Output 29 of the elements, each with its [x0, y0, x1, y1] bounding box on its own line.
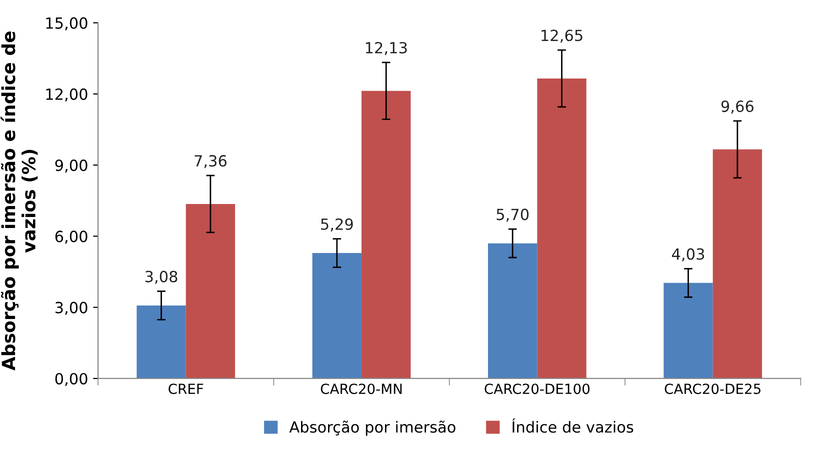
y-axis-title: Absorção por imersão e índice de vazios (%) [0, 32, 38, 371]
x-tick-label: CREF [168, 384, 204, 394]
data-label: 5,29 [321, 218, 353, 232]
y-tick-label: 9,00 [55, 160, 88, 173]
y-tick-label: 0,00 [55, 372, 88, 386]
data-label: 3,08 [145, 270, 178, 284]
data-label: 9,66 [721, 100, 754, 114]
bar [712, 149, 762, 378]
x-tick-label: CARC20-DE100 [484, 384, 590, 394]
bar [136, 305, 186, 378]
y-tick-label: 12,00 [46, 88, 88, 102]
data-label: 5,70 [496, 208, 529, 222]
bar [362, 90, 411, 378]
data-label: 4,03 [672, 248, 704, 262]
data-label: 7,36 [194, 155, 227, 168]
y-tick-label: 6,00 [55, 230, 88, 244]
y-tick-label: 15,00 [46, 17, 88, 30]
bar [186, 204, 236, 378]
bar [312, 253, 362, 378]
x-tick-label: CARC20-MN [320, 384, 402, 394]
legend-label: Absorção por imersão [289, 420, 456, 436]
bar [664, 282, 713, 378]
x-tick-label: CARC20-DE25 [664, 384, 760, 394]
bar [488, 243, 538, 378]
legend-label: Índice de vazios [512, 418, 634, 433]
y-tick-label: 3,00 [55, 302, 88, 315]
bar [537, 78, 586, 378]
data-label: 12,13 [366, 42, 407, 56]
data-label: 12,65 [542, 30, 582, 43]
